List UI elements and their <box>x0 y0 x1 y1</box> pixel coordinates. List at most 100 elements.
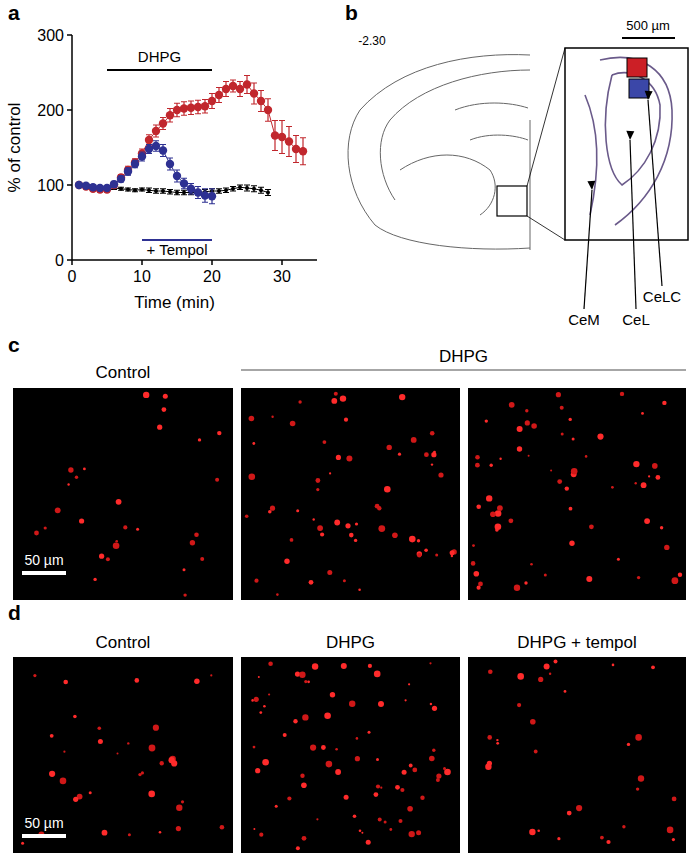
labelled-cell <box>537 830 540 833</box>
labelled-cell <box>50 734 54 738</box>
labelled-cell <box>316 478 321 483</box>
labelled-cell <box>293 719 297 723</box>
data-point <box>166 111 174 119</box>
labelled-cell <box>253 746 256 749</box>
region-pointer <box>630 140 636 309</box>
labelled-cell <box>270 506 275 511</box>
labelled-cell <box>354 539 357 542</box>
brain-inner <box>380 70 530 200</box>
data-point <box>257 97 265 105</box>
micrograph <box>241 657 460 853</box>
labelled-cell <box>252 442 255 445</box>
labelled-cell <box>210 674 212 676</box>
labelled-cell <box>475 455 480 460</box>
labelled-cell <box>475 463 480 468</box>
data-point <box>152 142 160 150</box>
labelled-cell <box>408 683 410 685</box>
micrograph <box>468 388 686 600</box>
labelled-cell <box>141 771 144 774</box>
labelled-cell <box>116 499 122 505</box>
labelled-cell <box>436 778 440 782</box>
labelled-cell <box>374 792 379 797</box>
labelled-cell <box>127 742 129 744</box>
data-point <box>145 136 153 144</box>
labelled-cell <box>384 486 391 493</box>
labelled-cell <box>495 523 502 530</box>
labelled-cell <box>435 554 438 557</box>
labelled-cell <box>249 416 255 422</box>
labelled-cell <box>490 512 496 518</box>
labelled-cell <box>478 582 483 587</box>
labelled-cell <box>651 665 655 669</box>
labelled-cell <box>44 526 47 529</box>
cel-outline <box>605 73 660 185</box>
labelled-cell <box>302 714 308 720</box>
labelled-cell <box>275 805 278 808</box>
labelled-cell <box>424 548 428 552</box>
labelled-cell <box>163 394 168 399</box>
labelled-cell <box>345 523 350 528</box>
labelled-cell <box>93 578 96 581</box>
labelled-cell <box>89 791 92 794</box>
data-point <box>208 97 216 105</box>
labelled-cell <box>157 425 162 430</box>
data-point <box>252 187 256 191</box>
data-point <box>182 191 186 195</box>
midline <box>530 120 531 250</box>
labelled-cell <box>400 788 404 792</box>
data-point <box>154 189 158 193</box>
labelled-cell <box>402 770 407 775</box>
labelled-cell <box>329 472 331 474</box>
labelled-cell <box>176 805 182 811</box>
labelled-cell <box>183 568 186 571</box>
micrograph-background <box>468 657 686 853</box>
labelled-cell <box>200 557 204 561</box>
labelled-cell <box>417 539 420 542</box>
labelled-cell <box>412 768 417 773</box>
labelled-cell <box>128 833 131 836</box>
labelled-cell <box>398 453 401 456</box>
data-point <box>180 179 188 187</box>
labelled-cell <box>641 482 647 488</box>
series <box>75 141 216 204</box>
labelled-cell <box>399 394 405 400</box>
labelled-cell <box>60 778 67 785</box>
labelled-cell <box>359 830 362 833</box>
data-point <box>110 180 118 188</box>
labelled-cell <box>395 785 400 790</box>
data-point <box>250 89 258 97</box>
labelled-cell <box>529 829 535 835</box>
labelled-cell <box>471 561 476 566</box>
labelled-cell <box>664 545 669 550</box>
y-tick-label: 0 <box>55 252 64 269</box>
treatment-label: + Tempol <box>146 241 207 258</box>
labelled-cell <box>160 761 164 765</box>
error-bar <box>132 189 138 192</box>
error-bar <box>244 185 250 191</box>
labelled-cell <box>438 472 443 477</box>
labelled-cell <box>307 680 310 683</box>
labelled-cell <box>334 392 338 396</box>
labelled-cell <box>341 663 347 669</box>
labelled-cell <box>302 836 307 841</box>
labelled-cell <box>323 440 327 444</box>
labelled-cell <box>514 585 520 591</box>
brain-outline <box>348 55 530 249</box>
labelled-cell <box>115 540 118 543</box>
inset-source <box>497 186 527 216</box>
panel-label: b <box>345 1 358 24</box>
labelled-cell <box>299 672 305 678</box>
data-point <box>215 91 223 99</box>
y-tick <box>67 184 72 186</box>
labelled-cell <box>262 759 269 766</box>
labelled-cell <box>534 750 538 754</box>
x-tick-label: 0 <box>68 268 77 285</box>
data-point <box>82 182 90 190</box>
labelled-cell <box>336 455 341 460</box>
labelled-cell <box>517 426 523 432</box>
labelled-cell <box>620 392 624 396</box>
data-point <box>126 188 130 192</box>
y-tick-label: 300 <box>37 27 64 44</box>
amygdala-outline <box>600 57 672 225</box>
labelled-cell <box>409 764 413 768</box>
